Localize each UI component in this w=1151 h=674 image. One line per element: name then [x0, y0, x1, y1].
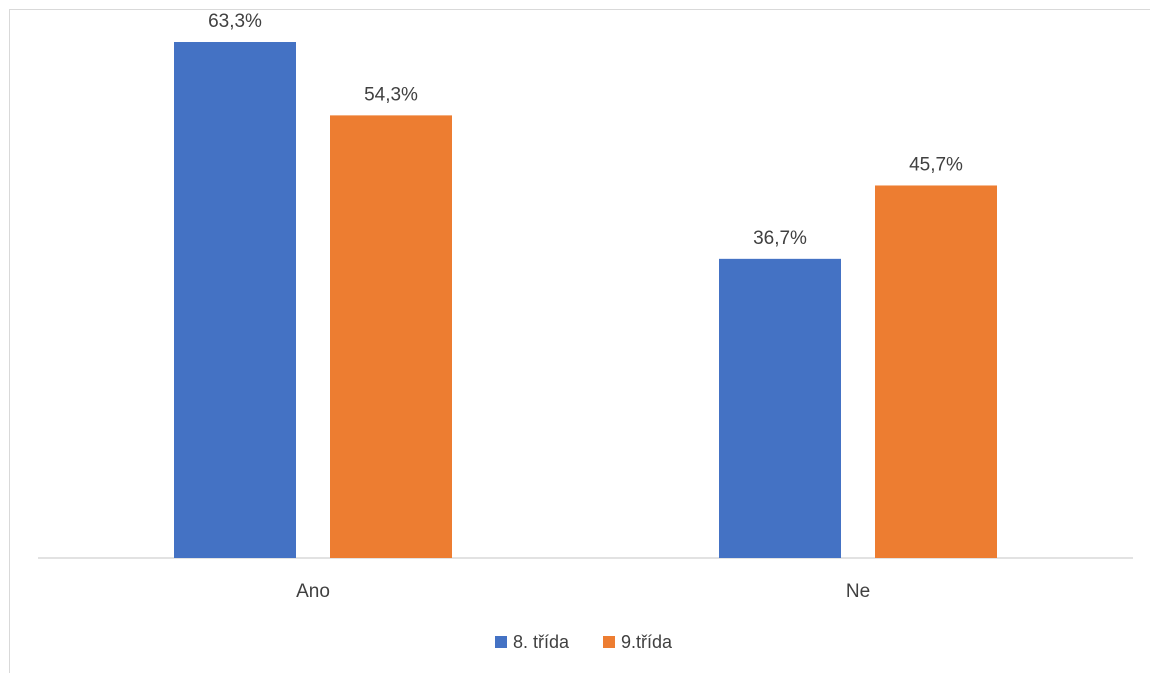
legend-swatch-series-1: [495, 636, 507, 648]
bar-ano-series-1: [174, 42, 296, 558]
x-axis-ticks: Ano Ne: [296, 581, 870, 602]
legend: 8. třída 9.třída: [495, 632, 673, 652]
data-label-ano-series-2: 54,3%: [364, 84, 418, 105]
data-label-ne-series-2: 45,7%: [909, 154, 963, 175]
legend-label-series-2: 9.třída: [621, 632, 673, 652]
bar-ne-series-2: [875, 185, 997, 558]
bars-group: [174, 42, 997, 558]
bar-ne-series-1: [719, 258, 841, 558]
data-label-ne-series-1: 36,7%: [753, 228, 807, 249]
bar-ano-series-2: [330, 115, 452, 558]
legend-swatch-series-2: [603, 636, 615, 648]
data-label-ano-series-1: 63,3%: [208, 11, 262, 32]
data-labels-group: 63,3% 54,3% 36,7% 45,7%: [208, 11, 963, 249]
x-tick-label-ne: Ne: [846, 581, 870, 602]
x-tick-label-ano: Ano: [296, 581, 330, 602]
chart-frame: [9, 9, 1150, 673]
legend-label-series-1: 8. třída: [513, 632, 570, 652]
